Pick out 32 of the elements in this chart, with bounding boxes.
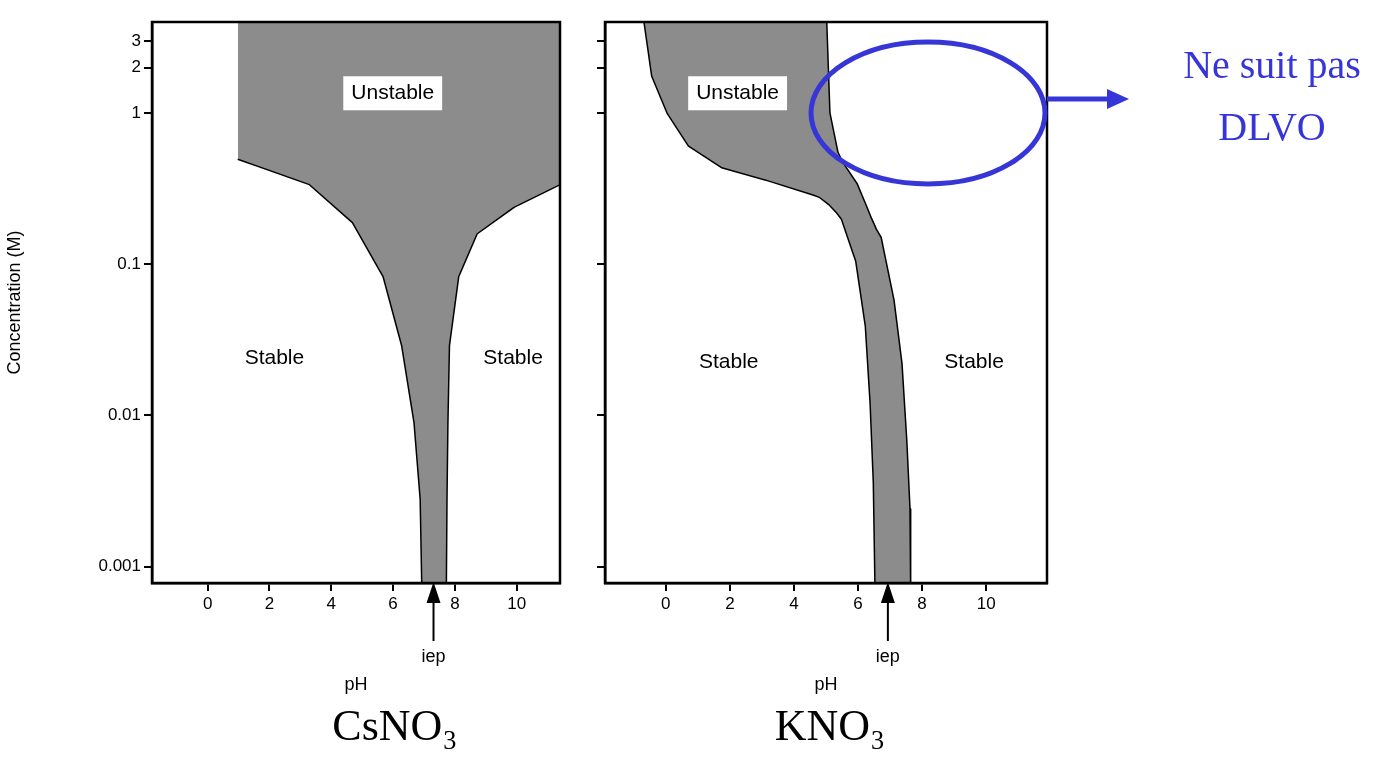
y-tick-label: 3: [131, 30, 141, 50]
x-tick-label: 4: [789, 593, 799, 613]
annotation: Stable: [698, 348, 759, 372]
y-tick-label: 0.1: [117, 253, 141, 273]
x-tick-label: 4: [326, 593, 337, 613]
x-tick-label: 10: [976, 593, 996, 613]
x-tick-label: 6: [853, 593, 863, 613]
x-tick-label: 8: [450, 593, 460, 613]
annotation: Unstable: [351, 80, 435, 104]
annotation: Stable: [944, 348, 1004, 372]
y-tick-label: 0.001: [98, 556, 141, 576]
annotation: Stable: [483, 345, 543, 369]
x-tick-label: 0: [661, 593, 671, 613]
x-axis-title: pH: [814, 674, 838, 695]
x-axis-title: pH: [344, 674, 368, 695]
x-tick-label: 6: [388, 593, 398, 613]
text: Ne suit pas DLVO: [1183, 41, 1361, 149]
x-tick-label: 10: [507, 593, 527, 613]
x-tick-label: 8: [917, 593, 927, 613]
text: iep: [421, 645, 446, 666]
text: iep: [875, 645, 900, 666]
x-tick-label: 2: [725, 593, 735, 613]
annotation: Stable: [244, 345, 305, 369]
x-tick-label: 0: [202, 593, 213, 613]
text: CsNO₃: [331, 700, 459, 751]
y-tick-label: 0.01: [107, 405, 141, 425]
y-tick-label: 1: [131, 102, 141, 122]
y-axis-title: Concentration (M): [3, 230, 24, 375]
annotation: Unstable: [696, 80, 780, 104]
text: KNO₃: [773, 700, 887, 751]
y-tick-label: 2: [131, 57, 141, 77]
x-tick-label: 2: [264, 593, 275, 613]
